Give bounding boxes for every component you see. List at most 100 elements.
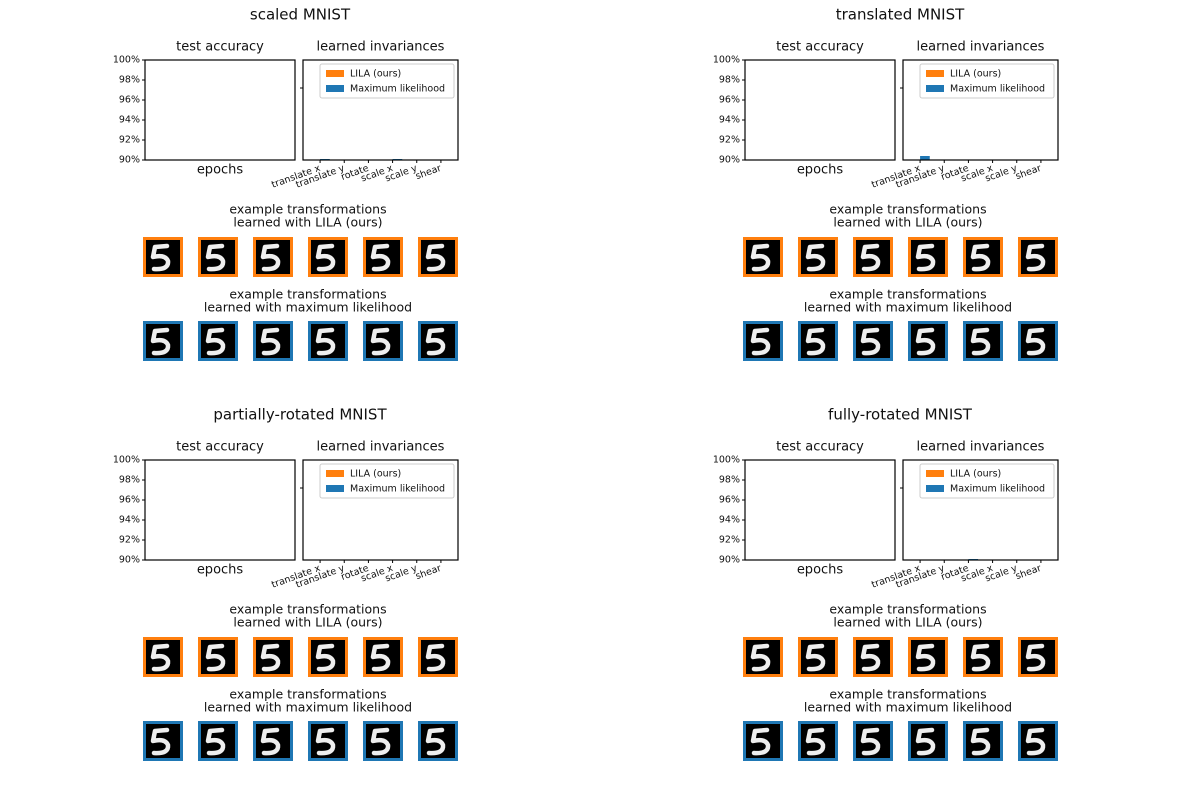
chart-title: test accuracy: [176, 40, 264, 55]
example-caption: example transformations: [829, 287, 986, 302]
plot-frame: [302, 459, 459, 561]
y-tick-label: 98%: [719, 475, 740, 486]
example-caption: example transformations: [229, 602, 386, 617]
example-caption: learned with maximum likelihood: [804, 700, 1012, 715]
plot-frame: [144, 459, 296, 561]
x-tick-label: shear: [1014, 563, 1043, 582]
x-axis-label: epochs: [197, 163, 244, 178]
example-image: [798, 321, 838, 361]
example-caption: example transformations: [229, 687, 386, 702]
example-image: [908, 721, 948, 761]
example-image: [1018, 321, 1058, 361]
legend-label: LILA (ours): [950, 69, 1001, 80]
example-image: [418, 637, 458, 677]
chart-title: learned invariances: [317, 440, 445, 455]
plot-frame: [744, 59, 896, 161]
example-image: [1018, 721, 1058, 761]
example-image: [308, 721, 348, 761]
example-image: [198, 637, 238, 677]
legend-label: Maximum likelihood: [950, 484, 1045, 495]
chart-title: test accuracy: [776, 40, 864, 55]
legend-label: Maximum likelihood: [350, 84, 445, 95]
example-caption: example transformations: [829, 602, 986, 617]
y-tick-label: 94%: [119, 515, 140, 526]
example-image: [418, 721, 458, 761]
y-tick-label: 92%: [719, 535, 740, 546]
example-image: [253, 637, 293, 677]
example-image: [963, 321, 1003, 361]
example-image: [143, 237, 183, 277]
x-tick-label: translate y: [294, 163, 346, 191]
panel: fully-rotated MNIST test accuracy 90% 92% 94…: [713, 406, 1059, 761]
panel-title: fully-rotated MNIST: [828, 406, 973, 424]
example-image: [198, 721, 238, 761]
y-tick-label: 98%: [119, 475, 140, 486]
example-image: [1018, 237, 1058, 277]
y-tick-label: 94%: [719, 115, 740, 126]
x-axis-label: epochs: [797, 163, 844, 178]
chart-title: learned invariances: [317, 40, 445, 55]
example-caption: learned with LILA (ours): [233, 615, 382, 630]
panel-title: partially-rotated MNIST: [213, 406, 387, 424]
example-image: [1018, 637, 1058, 677]
example-image: [418, 237, 458, 277]
example-image: [308, 321, 348, 361]
example-caption: learned with LILA (ours): [233, 215, 382, 230]
example-image: [198, 321, 238, 361]
legend-label: LILA (ours): [950, 469, 1001, 480]
chart-title: test accuracy: [176, 440, 264, 455]
y-tick-label: 90%: [119, 155, 140, 166]
example-caption: example transformations: [229, 202, 386, 217]
panel-title: scaled MNIST: [250, 6, 351, 24]
panel: translated MNIST test accuracy 90% 92% 94% 96…: [713, 6, 1059, 361]
example-image: [363, 321, 403, 361]
x-tick-label: translate y: [894, 163, 946, 191]
plot-frame: [302, 59, 459, 161]
example-caption: example transformations: [229, 287, 386, 302]
x-tick-label: shear: [414, 163, 443, 182]
example-image: [143, 721, 183, 761]
example-image: [743, 321, 783, 361]
example-image: [853, 321, 893, 361]
example-image: [253, 321, 293, 361]
example-caption: example transformations: [829, 687, 986, 702]
example-image: [798, 237, 838, 277]
plot-frame: [902, 459, 1059, 561]
x-tick-label: shear: [414, 563, 443, 582]
example-image: [908, 237, 948, 277]
example-caption: learned with maximum likelihood: [804, 300, 1012, 315]
x-axis-label: epochs: [797, 563, 844, 578]
y-tick-label: 94%: [119, 115, 140, 126]
panel-title: translated MNIST: [836, 6, 965, 24]
plot-frame: [144, 59, 296, 161]
panel: partially-rotated MNIST test accuracy 90% 9…: [113, 406, 459, 761]
bar: [920, 156, 930, 160]
example-caption: learned with LILA (ours): [833, 615, 982, 630]
example-caption: learned with maximum likelihood: [204, 300, 412, 315]
example-image: [363, 637, 403, 677]
plot-frame: [902, 59, 1059, 161]
x-axis-label: epochs: [197, 563, 244, 578]
example-image: [363, 721, 403, 761]
example-image: [308, 637, 348, 677]
y-tick-label: 92%: [719, 135, 740, 146]
example-image: [743, 721, 783, 761]
legend-box: [919, 63, 1055, 99]
y-tick-label: 98%: [719, 75, 740, 86]
y-tick-label: 90%: [719, 555, 740, 566]
y-tick-label: 90%: [719, 155, 740, 166]
y-tick-label: 96%: [719, 95, 740, 106]
chart-title: test accuracy: [776, 440, 864, 455]
example-image: [253, 237, 293, 277]
example-image: [963, 237, 1003, 277]
x-tick-label: shear: [1014, 163, 1043, 182]
y-tick-label: 100%: [713, 455, 740, 466]
legend-label: Maximum likelihood: [950, 84, 1045, 95]
y-tick-label: 96%: [719, 495, 740, 506]
plot-frame: [744, 459, 896, 561]
chart-title: learned invariances: [917, 440, 1045, 455]
example-image: [743, 237, 783, 277]
panel: scaled MNIST test accuracy 90% 92% 94% 96% 98%…: [113, 6, 459, 361]
example-image: [963, 721, 1003, 761]
